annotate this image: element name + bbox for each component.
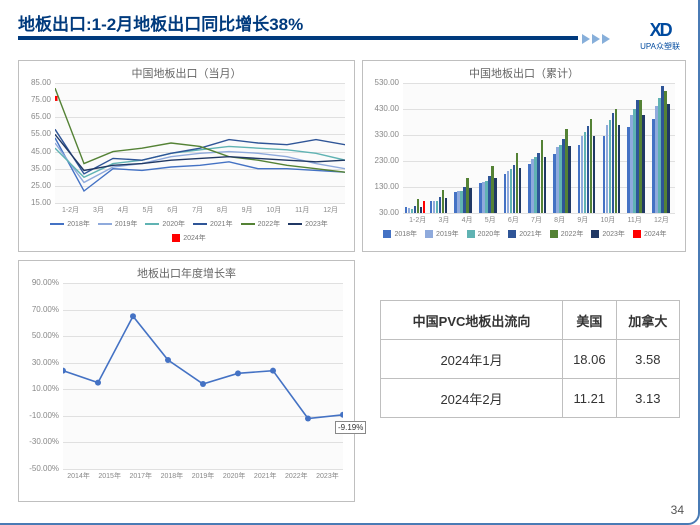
table-body: 2024年1月18.063.582024年2月11.213.13 [381, 340, 680, 418]
table-cell: 3.58 [616, 340, 679, 379]
plot-area: -50.00%-30.00%-10.00%10.00%30.00%50.00%7… [63, 283, 343, 469]
page-title: 地板出口:1-2月地板出口同比增长38% [18, 15, 303, 34]
table-cell: 2024年2月 [381, 379, 563, 418]
slide: 地板出口:1-2月地板出口同比增长38% XD UPA众塑联 34 中国地板出口… [0, 0, 700, 525]
table-header-row: 中国PVC地板出流向美国加拿大 [381, 301, 680, 340]
table-header-cell: 中国PVC地板出流向 [381, 301, 563, 340]
chart-title: 中国地板出口（当月） [19, 65, 354, 81]
chart-monthly-exports: 中国地板出口（当月） 15.0025.0035.0045.0055.0065.0… [18, 60, 355, 252]
title-arrows [582, 34, 610, 44]
table-row: 2024年1月18.063.58 [381, 340, 680, 379]
x-axis: 1-2月3月4月5月6月7月8月9月10月11月12月 [55, 205, 345, 215]
plot-area: 30.00130.00230.00330.00430.00530.00 [403, 83, 675, 213]
title-rule [18, 36, 578, 40]
chart-annual-growth: 地板出口年度增长率 -50.00%-30.00%-10.00%10.00%30.… [18, 260, 355, 502]
table-header-cell: 美国 [563, 301, 617, 340]
pvc-export-table: 中国PVC地板出流向美国加拿大 2024年1月18.063.582024年2月1… [380, 300, 680, 418]
table-row: 2024年2月11.213.13 [381, 379, 680, 418]
table-cell: 18.06 [563, 340, 617, 379]
table-cell: 11.21 [563, 379, 617, 418]
chart-title: 中国地板出口（累计） [363, 65, 685, 81]
chart-title: 地板出口年度增长率 [19, 265, 354, 281]
table-cell: 3.13 [616, 379, 679, 418]
table-header-cell: 加拿大 [616, 301, 679, 340]
table-cell: 2024年1月 [381, 340, 563, 379]
title-bar: 地板出口:1-2月地板出口同比增长38% [18, 10, 678, 35]
chart-cumulative-exports: 中国地板出口（累计） 30.00130.00230.00330.00430.00… [362, 60, 686, 252]
x-axis: 2014年2015年2017年2018年2019年2020年2021年2022年… [63, 471, 343, 481]
page-number: 34 [671, 503, 684, 517]
legend: 2018年2019年2020年2021年2022年2023年2024年 [39, 219, 339, 243]
brand-text: UPA众塑联 [640, 41, 680, 52]
brand-mark: XD [640, 20, 680, 41]
legend: 2018年2019年2020年2021年2022年2023年2024年 [375, 229, 675, 239]
plot-area: 15.0025.0035.0045.0055.0065.0075.0085.00 [55, 83, 345, 203]
x-axis: 1-2月3月4月5月6月7月8月9月10月11月12月 [403, 215, 675, 225]
brand-logo: XD UPA众塑联 [640, 20, 680, 52]
